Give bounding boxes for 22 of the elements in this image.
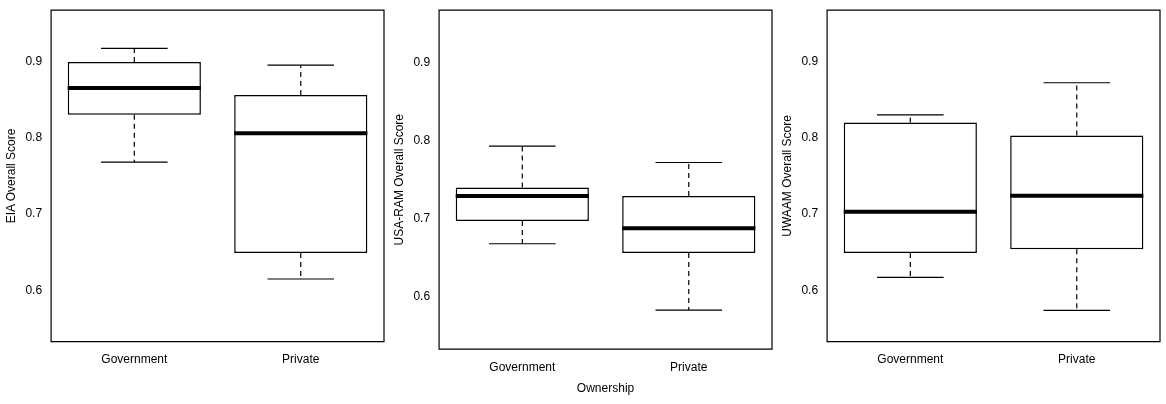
- y-axis-title: UWAAM Overall Score: [779, 114, 794, 237]
- y-tick-label: 0.6: [25, 282, 43, 297]
- x-tick-label: Government: [101, 352, 168, 367]
- x-tick-label: Government: [489, 359, 556, 374]
- y-axis-title: USA-RAM Overall Score: [391, 113, 406, 246]
- y-tick-label: 0.8: [25, 130, 43, 145]
- y-tick-label: 0.9: [413, 54, 431, 69]
- x-tick-label: Government: [877, 352, 944, 367]
- y-axis-title: EIA Overall Score: [3, 128, 18, 224]
- x-tick-label: Private: [1058, 352, 1096, 367]
- x-axis-title: Ownership: [576, 381, 635, 396]
- y-tick-label: 0.6: [413, 289, 431, 304]
- y-tick-label: 0.7: [413, 211, 431, 226]
- y-tick-label: 0.7: [25, 206, 43, 221]
- y-tick-label: 0.8: [801, 130, 819, 145]
- y-tick-label: 0.7: [801, 206, 819, 221]
- y-tick-label: 0.6: [801, 282, 819, 297]
- y-tick-label: 0.9: [25, 53, 43, 68]
- x-tick-label: Private: [282, 352, 320, 367]
- x-tick-label: Private: [670, 359, 708, 374]
- y-tick-label: 0.9: [801, 53, 819, 68]
- y-tick-label: 0.8: [413, 132, 431, 147]
